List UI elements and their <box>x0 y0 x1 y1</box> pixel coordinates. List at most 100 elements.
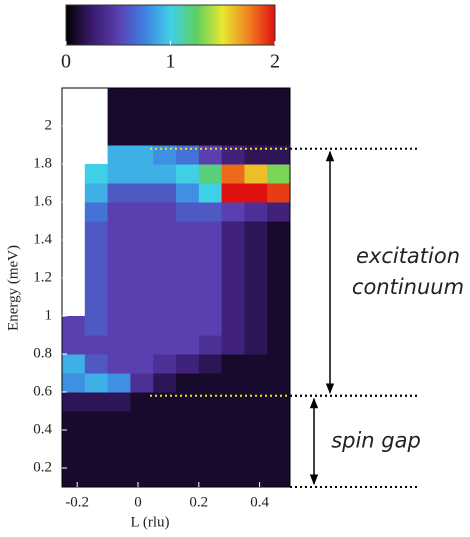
heatmap-cell <box>62 335 86 355</box>
heatmap-cell <box>130 183 154 203</box>
heatmap-cell <box>176 373 200 393</box>
heatmap-cell <box>198 278 223 298</box>
heatmap-cell <box>244 278 268 298</box>
heatmap-cell <box>198 354 223 374</box>
heatmap-cell <box>244 373 268 393</box>
heatmap-cell <box>176 145 200 165</box>
y-axis-label: Energy (meV) <box>5 245 21 331</box>
heatmap-cell <box>107 354 131 374</box>
heatmap-cell <box>267 430 291 450</box>
colorbar <box>65 4 276 46</box>
heatmap-cell <box>221 126 245 146</box>
heatmap-cell <box>198 411 223 431</box>
heatmap-cell <box>84 468 109 488</box>
y-tick-label: 1.8 <box>33 155 52 171</box>
heatmap-cell <box>198 164 223 184</box>
heatmap-cell <box>244 411 268 431</box>
heatmap-cell <box>198 145 223 165</box>
y-tick-label: 1 <box>45 307 53 323</box>
heatmap-cell <box>130 164 154 184</box>
heatmap-cell <box>153 449 177 469</box>
heatmap-cell <box>198 221 223 241</box>
heatmap-cell <box>176 468 200 488</box>
heatmap-cell <box>84 221 109 241</box>
heatmap-cell <box>198 259 223 279</box>
heatmap-cell <box>198 202 223 222</box>
y-tick-label: 1.6 <box>33 193 52 209</box>
heatmap-cell <box>130 297 154 317</box>
y-tick-label: 0.4 <box>33 421 52 437</box>
heatmap-cell <box>130 126 154 146</box>
heatmap-cell <box>176 88 200 108</box>
heatmap-cell <box>221 430 245 450</box>
heatmap-cell <box>130 411 154 431</box>
heatmap-cell <box>176 449 200 469</box>
heatmap-cell <box>107 126 131 146</box>
heatmap-cell <box>62 373 86 393</box>
heatmap-cell <box>267 373 291 393</box>
heatmap-cell <box>176 221 200 241</box>
heatmap-cell <box>267 221 291 241</box>
heatmap-cell <box>130 278 154 298</box>
x-tick-label: -0.2 <box>65 494 89 510</box>
heatmap-cell <box>62 468 86 488</box>
heatmap-cell <box>130 107 154 127</box>
annotation-text: spin gap <box>331 428 421 452</box>
heatmap-cell <box>107 221 131 241</box>
heatmap-cell <box>176 240 200 260</box>
heatmap-cell <box>267 259 291 279</box>
x-tick-label: 0.4 <box>250 494 269 510</box>
heatmap-cell <box>62 316 86 336</box>
x-tick-label: 0 <box>134 494 142 510</box>
heatmap-cell <box>221 411 245 431</box>
heatmap-cell <box>267 297 291 317</box>
heatmap-cell <box>267 202 291 222</box>
heatmap-cell <box>244 202 268 222</box>
heatmap-cell <box>221 145 245 165</box>
heatmap-cell <box>176 392 200 412</box>
heatmap-cell <box>176 164 200 184</box>
heatmap-cell <box>267 126 291 146</box>
heatmap-cell <box>62 449 86 469</box>
heatmap-cell <box>107 335 131 355</box>
heatmap-cell <box>62 392 86 412</box>
y-tick-label: 0.8 <box>33 345 52 361</box>
heatmap-cell <box>198 126 223 146</box>
plot-frame <box>61 87 291 488</box>
heatmap-cell <box>267 183 291 203</box>
heatmap-cell <box>221 240 245 260</box>
heatmap-cell <box>267 278 291 298</box>
heatmap-cell <box>176 183 200 203</box>
heatmap-cell <box>84 392 109 412</box>
heatmap-cell <box>176 354 200 374</box>
heatmap-cell <box>107 373 131 393</box>
heatmap-cell <box>153 411 177 431</box>
heatmap-cell <box>244 354 268 374</box>
heatmap-cell <box>153 392 177 412</box>
heatmap-cell <box>198 335 223 355</box>
heatmap-cell <box>84 411 109 431</box>
heatmap-cell <box>107 240 131 260</box>
annotation-text: continuum <box>352 275 464 299</box>
heatmap-cell <box>84 240 109 260</box>
heatmap-cell <box>244 240 268 260</box>
heatmap-cell <box>198 373 223 393</box>
heatmap-cell <box>176 126 200 146</box>
heatmap-cell <box>267 145 291 165</box>
heatmap-cell <box>153 297 177 317</box>
y-tick-label: 1.4 <box>33 231 52 247</box>
heatmap-cell <box>221 202 245 222</box>
heatmap-cell <box>107 468 131 488</box>
x-tick-label: 0.2 <box>189 494 208 510</box>
heatmap-cell <box>153 430 177 450</box>
heatmap-cell <box>267 335 291 355</box>
heatmap-cell <box>176 202 200 222</box>
heatmap-cell <box>198 449 223 469</box>
heatmap-cell <box>244 107 268 127</box>
heatmap-cell <box>244 316 268 336</box>
heatmap-cell <box>198 316 223 336</box>
heatmap-cell <box>198 392 223 412</box>
heatmap-cell <box>107 164 131 184</box>
heatmap-cell <box>84 259 109 279</box>
heatmap-cell <box>84 183 109 203</box>
